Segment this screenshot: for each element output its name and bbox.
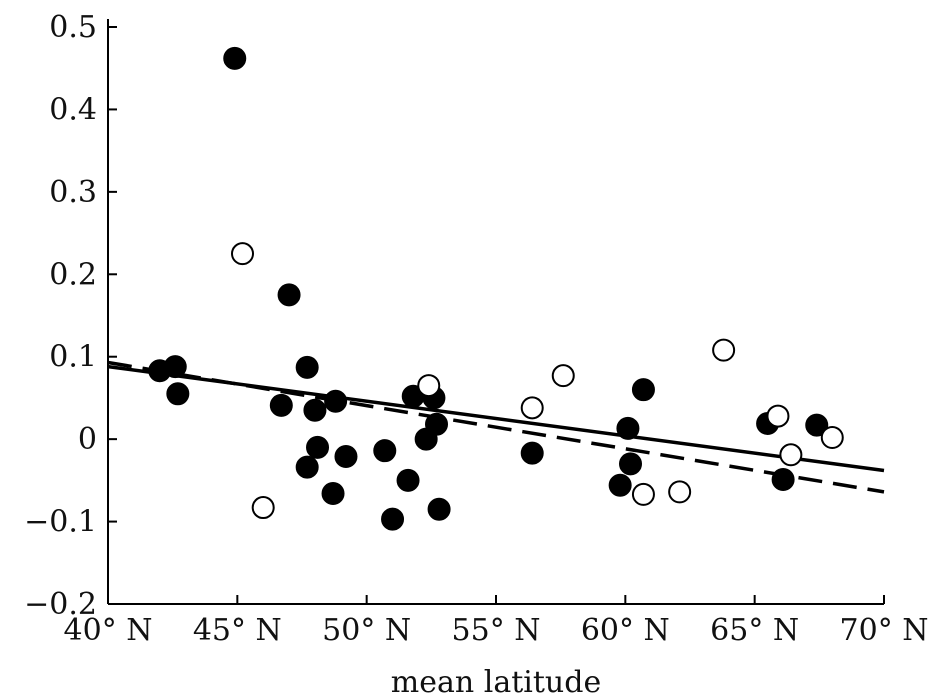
dashed-fit-line: [107, 360, 885, 494]
filled-point: [396, 468, 420, 492]
y-tick-label: 0.5: [49, 10, 97, 45]
x-tick-label: 60° N: [581, 613, 670, 648]
y-tick-label: 0: [78, 422, 97, 457]
y-tick-label: 0.3: [49, 175, 97, 210]
filled-point: [269, 393, 293, 417]
filled-point: [520, 441, 544, 465]
filled-point: [608, 473, 632, 497]
tick-labels: −0.2 −0.1 0 0.1 0.2 0.3 0.4 0.5 40° N 45° N 50° N 5…: [24, 10, 928, 648]
open-point: [417, 374, 441, 398]
open-point: [520, 396, 544, 420]
x-axis-title: mean latitude: [391, 665, 601, 699]
open-point: [551, 364, 575, 388]
filled-point: [425, 412, 449, 436]
y-tick-label: 0.1: [49, 340, 97, 375]
filled-point: [616, 416, 640, 440]
filled-point: [295, 455, 319, 479]
filled-point: [619, 452, 643, 476]
y-tick-label: 0.2: [49, 257, 97, 292]
open-point: [779, 443, 803, 467]
filled-point: [373, 439, 397, 463]
filled-point: [805, 413, 829, 437]
filled-point: [381, 507, 405, 531]
open-point: [631, 482, 655, 506]
filled-point: [166, 382, 190, 406]
x-tick-label: 40° N: [64, 613, 153, 648]
filled-point: [295, 355, 319, 379]
x-tick-label: 65° N: [710, 613, 799, 648]
solid-fit-line: [107, 364, 885, 473]
filled-point: [427, 497, 451, 521]
open-point: [231, 242, 255, 266]
open-point: [712, 338, 736, 362]
open-point: [251, 496, 275, 520]
filled-point: [303, 398, 327, 422]
y-tick-label: −0.2: [24, 587, 97, 622]
y-tick-label: −0.1: [24, 505, 97, 540]
y-tick-label: 0.4: [49, 92, 97, 127]
filled-point: [324, 389, 348, 413]
fit-lines: [107, 360, 885, 494]
open-point: [668, 480, 692, 504]
x-tick-label: 55° N: [452, 613, 541, 648]
filled-point: [223, 46, 247, 70]
data-points: [148, 46, 844, 531]
open-point: [820, 425, 844, 449]
filled-point: [321, 482, 345, 506]
axes: [107, 19, 885, 605]
filled-point: [277, 283, 301, 307]
filled-point: [334, 444, 358, 468]
filled-point: [163, 355, 187, 379]
filled-point: [631, 378, 655, 402]
filled-point: [771, 468, 795, 492]
x-tick-label: 70° N: [840, 613, 929, 648]
x-tick-label: 50° N: [322, 613, 411, 648]
x-tick-label: 45° N: [193, 613, 282, 648]
filled-point: [306, 435, 330, 459]
open-point: [766, 404, 790, 428]
